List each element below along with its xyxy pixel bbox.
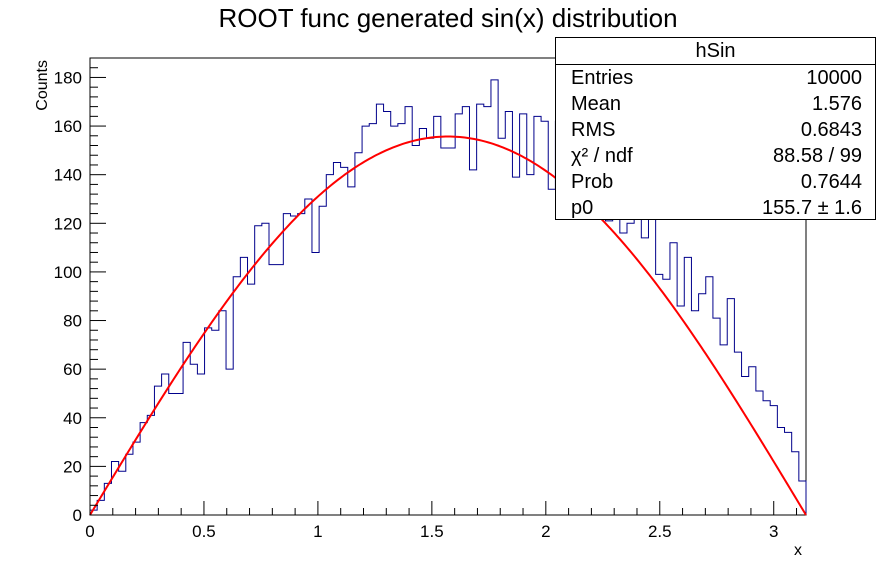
stats-label: Entries xyxy=(571,67,634,89)
y-tick-label: 40 xyxy=(63,409,82,428)
y-tick-label: 100 xyxy=(54,263,82,282)
y-tick-label: 160 xyxy=(54,117,82,136)
y-tick-label: 20 xyxy=(63,457,82,476)
stats-label: p0 xyxy=(571,197,594,219)
y-tick-label: 80 xyxy=(63,312,82,331)
chart-title: ROOT func generated sin(x) distribution xyxy=(218,3,678,33)
stats-label: χ² / ndf xyxy=(571,145,633,167)
plot-frame xyxy=(89,57,807,516)
x-tick-label: 0.5 xyxy=(192,522,216,541)
stats-label: Mean xyxy=(571,93,622,115)
y-tick-label: 0 xyxy=(73,506,82,525)
y-tick-label: 140 xyxy=(54,166,82,185)
stats-value: 1.576 xyxy=(811,93,862,115)
stats-label: RMS xyxy=(571,119,616,141)
stats-value: 88.58 / 99 xyxy=(773,145,862,167)
stats-row-mean: Mean 1.576 xyxy=(556,91,875,117)
x-tick-label: 1 xyxy=(313,522,322,541)
stats-row-prob: Prob 0.7644 xyxy=(556,169,875,195)
y-tick-label: 60 xyxy=(63,360,82,379)
stats-box: hSin Entries 10000 Mean 1.576 RMS 0.6843… xyxy=(555,37,876,220)
stats-row-p0: p0 155.7 ± 1.6 xyxy=(556,195,875,221)
histogram-series xyxy=(89,79,807,515)
stats-histogram-name: hSin xyxy=(556,38,875,65)
x-axis-label: x xyxy=(794,542,802,559)
stats-value: 0.7644 xyxy=(800,171,862,193)
x-tick-label: 0 xyxy=(85,522,94,541)
stats-row-rms: RMS 0.6843 xyxy=(556,117,875,143)
x-tick-label: 2.5 xyxy=(648,522,672,541)
stats-value: 0.6843 xyxy=(800,119,862,141)
y-tick-label: 180 xyxy=(54,68,82,87)
stats-value: 155.7 ± 1.6 xyxy=(762,197,862,219)
y-tick-label: 120 xyxy=(54,214,82,233)
stats-label: Prob xyxy=(571,171,614,193)
y-axis-label: Counts xyxy=(34,60,51,111)
x-tick-label: 3 xyxy=(769,522,778,541)
stats-value: 10000 xyxy=(806,67,862,89)
x-tick-label: 2 xyxy=(541,522,550,541)
stats-row-entries: Entries 10000 xyxy=(556,65,875,91)
fit-curve xyxy=(89,135,807,516)
stats-row-chi2: χ² / ndf 88.58 / 99 xyxy=(556,143,875,169)
x-tick-label: 1.5 xyxy=(420,522,444,541)
